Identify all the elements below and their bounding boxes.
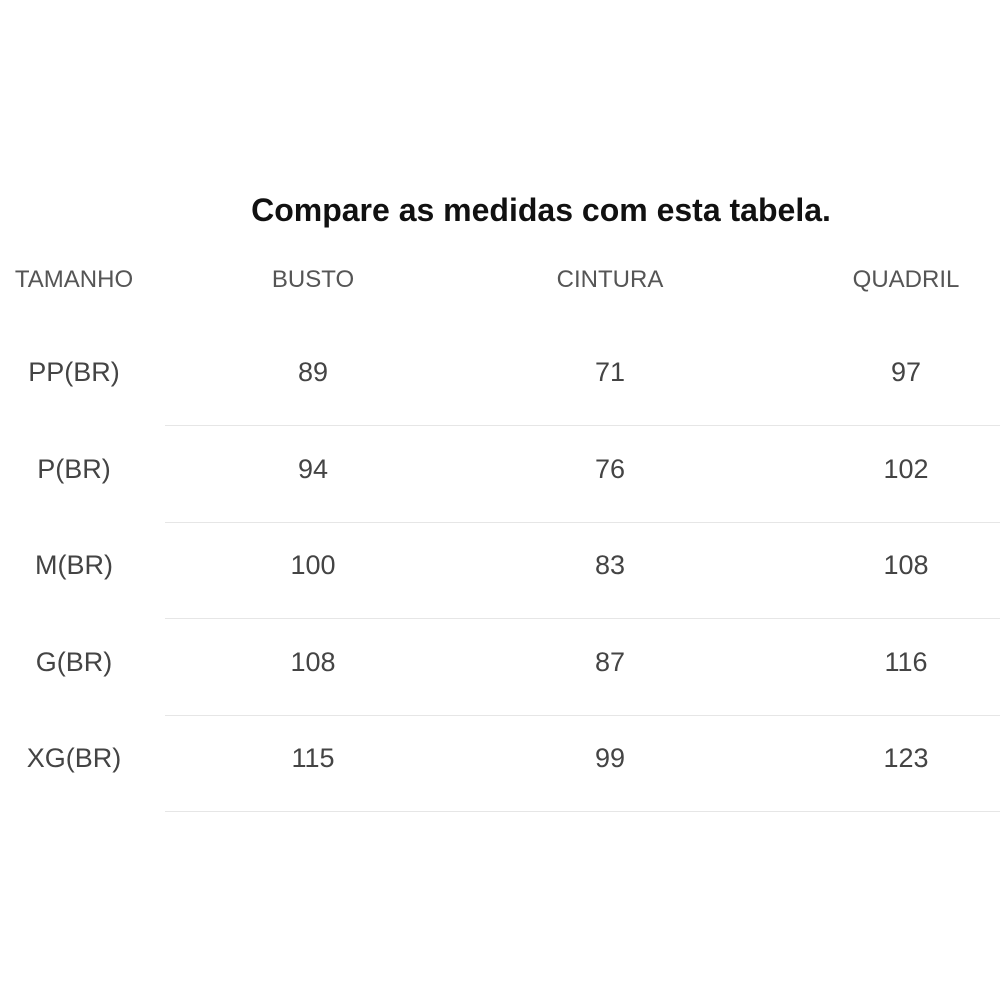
size-cell: G(BR) [35,646,113,677]
header-cell: TAMANHO [14,266,134,293]
size-cell: M(BR) [35,550,113,580]
value-cell: 83 [594,550,626,580]
value-cell: 115 [291,743,335,773]
value-cell: 102 [883,453,929,484]
value-cell: 100 [290,550,336,580]
value-cell: 108 [883,550,929,580]
value-cell: 97 [890,357,922,387]
value-cell: 76 [594,453,626,484]
value-cell: 89 [297,357,329,387]
value-cell: 108 [290,646,336,677]
row-separator [165,714,1000,716]
size-cell: PP(BR) [28,357,120,387]
size-cell: P(BR) [37,453,111,484]
row-separator [165,618,1000,619]
row-separator [165,811,1000,812]
value-cell: 123 [883,743,929,773]
size-cell: XG(BR) [26,743,122,773]
title: Compare as medidas com esta tabela. [251,192,831,228]
header-cell: QUADRIL [852,266,960,293]
value-cell: 99 [594,743,626,773]
header-cell: BUSTO [271,266,355,293]
header-cell: CINTURA [556,266,664,293]
value-cell: 116 [884,646,928,677]
row-separator [165,521,1000,523]
value-cell: 94 [297,453,329,484]
value-cell: 71 [594,357,626,387]
row-separator [165,425,1000,426]
value-cell: 87 [594,646,626,677]
